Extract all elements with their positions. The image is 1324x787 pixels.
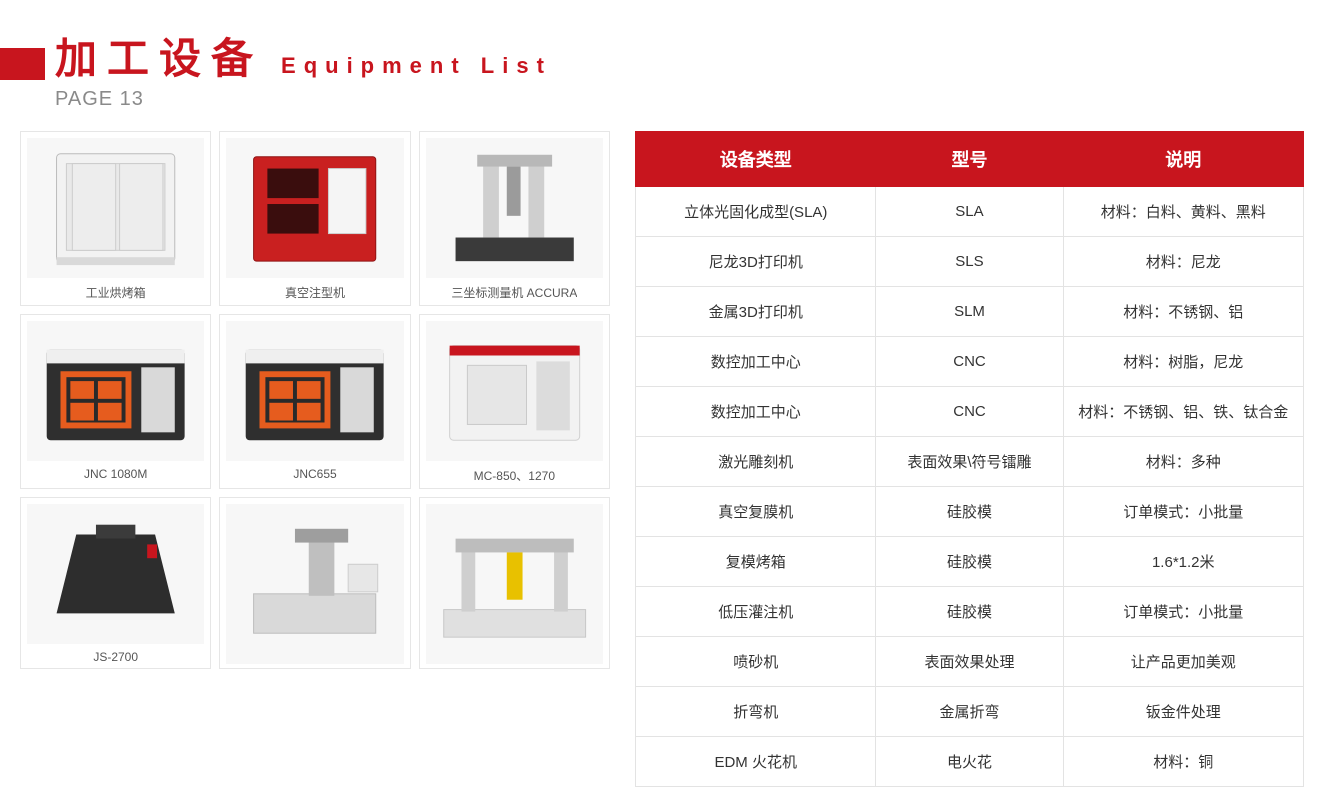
- table-row: 喷砂机表面效果处理让产品更加美观: [636, 637, 1304, 687]
- table-cell: 材料：尼龙: [1063, 237, 1304, 287]
- table-cell: 硅胶模: [876, 537, 1063, 587]
- table-row: 复模烤箱硅胶模1.6*1.2米: [636, 537, 1304, 587]
- table-cell: 让产品更加美观: [1063, 637, 1304, 687]
- table-cell: 金属3D打印机: [636, 287, 876, 337]
- table-cell: 1.6*1.2米: [1063, 537, 1304, 587]
- equipment-caption: 工业烘烤箱: [86, 284, 146, 301]
- table-cell: 表面效果\符号镭雕: [876, 437, 1063, 487]
- equipment-thumb: [426, 321, 603, 461]
- equipment-card: [219, 497, 410, 669]
- table-cell: 低压灌注机: [636, 587, 876, 637]
- table-header-cell: 型号: [876, 132, 1063, 187]
- equipment-thumb: [226, 504, 403, 664]
- table-cell: 复模烤箱: [636, 537, 876, 587]
- table-row: 激光雕刻机表面效果\符号镭雕材料：多种: [636, 437, 1304, 487]
- table-cell: 材料：白料、黄料、黑料: [1063, 187, 1304, 237]
- equipment-thumb: [426, 504, 603, 664]
- table-cell: 硅胶模: [876, 587, 1063, 637]
- table-header-cell: 说明: [1063, 132, 1304, 187]
- table-row: 低压灌注机硅胶模订单模式：小批量: [636, 587, 1304, 637]
- table-cell: 材料：铜: [1063, 737, 1304, 787]
- equipment-card: 工业烘烤箱: [20, 131, 211, 306]
- accent-bar: [0, 48, 45, 80]
- table-cell: SLM: [876, 287, 1063, 337]
- equipment-thumb: [27, 321, 204, 461]
- table-row: 尼龙3D打印机SLS材料：尼龙: [636, 237, 1304, 287]
- table-cell: 材料：不锈钢、铝、铁、钛合金: [1063, 387, 1304, 437]
- equipment-thumb: [27, 138, 204, 278]
- page-number: PAGE 13: [55, 88, 1324, 111]
- table-cell: 材料：多种: [1063, 437, 1304, 487]
- equipment-card: [419, 497, 610, 669]
- table-cell: 喷砂机: [636, 637, 876, 687]
- table-row: 数控加工中心CNC材料：树脂，尼龙: [636, 337, 1304, 387]
- table-cell: 数控加工中心: [636, 337, 876, 387]
- title-row: 加工设备 Equipment List: [55, 25, 1324, 86]
- table-row: EDM 火花机电火花材料：铜: [636, 737, 1304, 787]
- title-cn: 加工设备: [55, 25, 263, 86]
- table-cell: EDM 火花机: [636, 737, 876, 787]
- table-row: 真空复膜机硅胶模订单模式：小批量: [636, 487, 1304, 537]
- table-cell: 金属折弯: [876, 687, 1063, 737]
- content: 工业烘烤箱 真空注型机 三坐标测量机 ACCURA JNC 1080M JNC655 MC…: [0, 111, 1324, 787]
- table-header-row: 设备类型型号说明: [636, 132, 1304, 187]
- table-cell: 钣金件处理: [1063, 687, 1304, 737]
- header: 加工设备 Equipment List PAGE 13: [0, 0, 1324, 111]
- equipment-card: JNC 1080M: [20, 314, 211, 489]
- equipment-caption: JNC 1080M: [84, 467, 147, 481]
- table-cell: CNC: [876, 387, 1063, 437]
- table-row: 金属3D打印机SLM材料：不锈钢、铝: [636, 287, 1304, 337]
- table-cell: 真空复膜机: [636, 487, 876, 537]
- equipment-caption: 真空注型机: [285, 284, 345, 301]
- equipment-card: 三坐标测量机 ACCURA: [419, 131, 610, 306]
- equipment-gallery: 工业烘烤箱 真空注型机 三坐标测量机 ACCURA JNC 1080M JNC655 MC…: [20, 131, 610, 669]
- table-cell: 表面效果处理: [876, 637, 1063, 687]
- equipment-thumb: [226, 138, 403, 278]
- equipment-thumb: [426, 138, 603, 278]
- table-cell: 尼龙3D打印机: [636, 237, 876, 287]
- table-cell: SLA: [876, 187, 1063, 237]
- equipment-card: JS-2700: [20, 497, 211, 669]
- equipment-caption: MC-850、1270: [474, 467, 555, 484]
- table-cell: 折弯机: [636, 687, 876, 737]
- table-row: 立体光固化成型(SLA)SLA材料：白料、黄料、黑料: [636, 187, 1304, 237]
- table-cell: 材料：树脂，尼龙: [1063, 337, 1304, 387]
- equipment-card: JNC655: [219, 314, 410, 489]
- equipment-card: 真空注型机: [219, 131, 410, 306]
- title-en: Equipment List: [281, 53, 552, 79]
- table-cell: 硅胶模: [876, 487, 1063, 537]
- table-cell: 电火花: [876, 737, 1063, 787]
- equipment-card: MC-850、1270: [419, 314, 610, 489]
- equipment-caption: JNC655: [293, 467, 336, 481]
- equipment-table-wrap: 设备类型型号说明 立体光固化成型(SLA)SLA材料：白料、黄料、黑料尼龙3D打…: [635, 131, 1304, 787]
- equipment-thumb: [226, 321, 403, 461]
- table-cell: SLS: [876, 237, 1063, 287]
- table-cell: 材料：不锈钢、铝: [1063, 287, 1304, 337]
- table-cell: CNC: [876, 337, 1063, 387]
- table-cell: 数控加工中心: [636, 387, 876, 437]
- table-body: 立体光固化成型(SLA)SLA材料：白料、黄料、黑料尼龙3D打印机SLS材料：尼…: [636, 187, 1304, 787]
- equipment-caption: 三坐标测量机 ACCURA: [451, 284, 577, 301]
- table-cell: 订单模式：小批量: [1063, 487, 1304, 537]
- table-header-cell: 设备类型: [636, 132, 876, 187]
- equipment-caption: JS-2700: [93, 650, 138, 664]
- equipment-table: 设备类型型号说明 立体光固化成型(SLA)SLA材料：白料、黄料、黑料尼龙3D打…: [635, 131, 1304, 787]
- table-cell: 订单模式：小批量: [1063, 587, 1304, 637]
- table-cell: 立体光固化成型(SLA): [636, 187, 876, 237]
- table-cell: 激光雕刻机: [636, 437, 876, 487]
- table-row: 折弯机金属折弯钣金件处理: [636, 687, 1304, 737]
- equipment-thumb: [27, 504, 204, 644]
- table-row: 数控加工中心CNC材料：不锈钢、铝、铁、钛合金: [636, 387, 1304, 437]
